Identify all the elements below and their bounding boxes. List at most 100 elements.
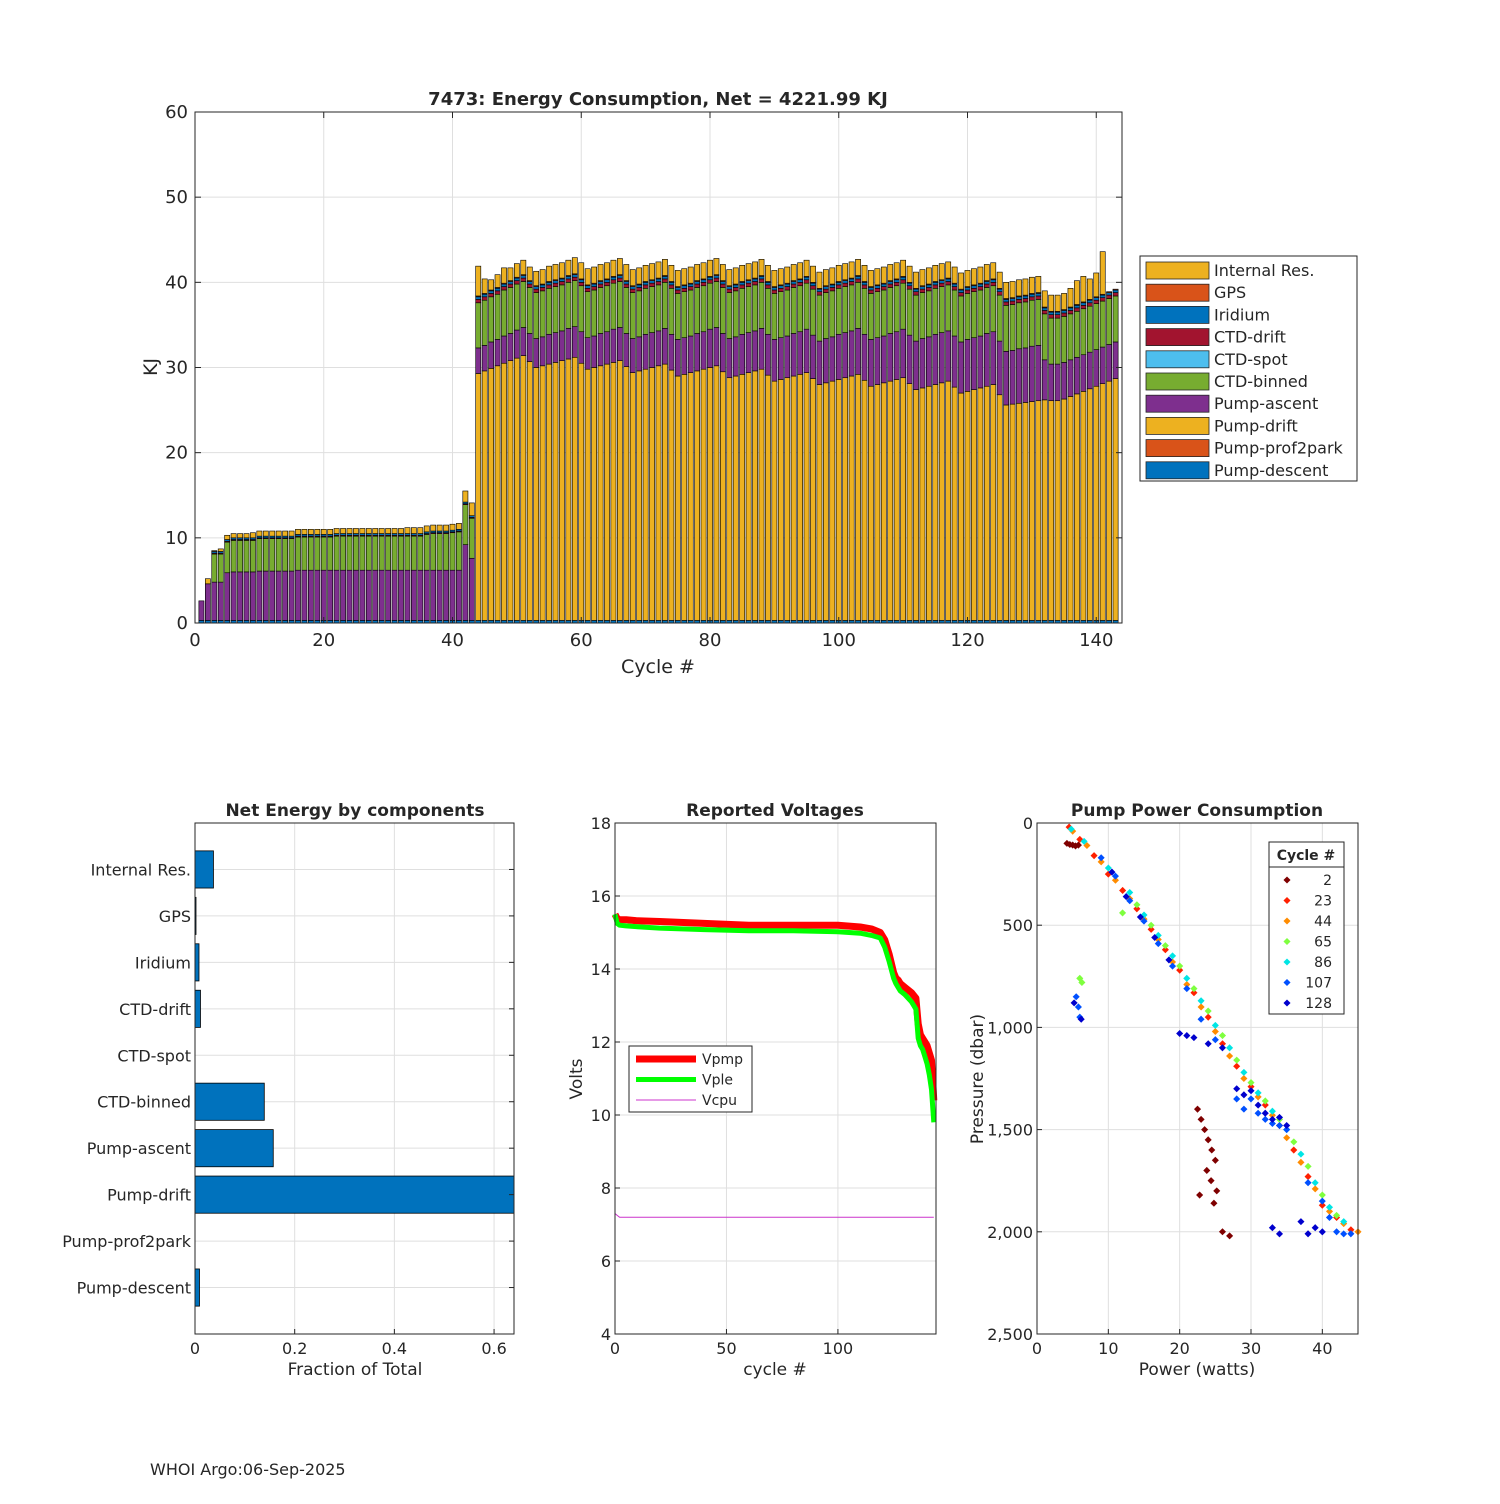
- energy-bar-segment: [513, 357, 520, 621]
- energy-bar-segment: [610, 279, 617, 284]
- energy-bar-segment: [462, 504, 469, 545]
- energy-bar-segment: [861, 264, 868, 282]
- pump-point: [1097, 854, 1105, 862]
- pump-point: [1190, 985, 1198, 993]
- energy-bar-segment: [1035, 345, 1042, 402]
- energy-bar-segment: [642, 284, 649, 289]
- energy-bar-segment: [501, 283, 507, 287]
- energy-bar-segment: [629, 286, 636, 290]
- components-ytick-label: CTD-drift: [119, 1000, 191, 1019]
- energy-bar-segment: [578, 285, 585, 333]
- pump-point: [1311, 1179, 1319, 1187]
- pump-point: [1247, 1079, 1255, 1087]
- energy-bar-segment: [1093, 297, 1100, 301]
- energy-bar-segment: [945, 380, 952, 621]
- pump-legend-label: 86: [1314, 955, 1332, 971]
- pump-legend-label: 65: [1314, 935, 1332, 951]
- energy-bar-segment: [797, 374, 803, 621]
- energy-bar-segment: [1029, 345, 1035, 402]
- voltages-legend-label: Vcpu: [702, 1093, 737, 1109]
- voltages-ytick-label: 6: [601, 1252, 611, 1271]
- energy-bar-segment: [314, 529, 321, 535]
- energy-bar-segment: [282, 538, 288, 572]
- components-ytick-label: Pump-drift: [107, 1186, 191, 1205]
- energy-bar-segment: [958, 295, 964, 343]
- energy-bar-segment: [565, 358, 572, 621]
- components-ytick-label: CTD-spot: [117, 1046, 191, 1065]
- energy-bar-segment: [1035, 299, 1042, 346]
- pump-legend: Cycle # 2 23 44 65 86 107 128: [1268, 841, 1345, 1015]
- energy-bar-segment: [810, 334, 816, 379]
- energy-bar-segment: [790, 375, 797, 621]
- pump-legend-label: 107: [1305, 976, 1332, 992]
- energy-legend-swatch: [1145, 461, 1210, 480]
- energy-bar-segment: [700, 331, 707, 370]
- pump-point: [1211, 1027, 1219, 1036]
- energy-bar-segment: [983, 385, 990, 621]
- energy-bar-segment: [990, 331, 997, 385]
- energy-bar-segment: [237, 533, 243, 539]
- energy-bar-segment: [1080, 276, 1087, 303]
- energy-bar-segment: [655, 278, 662, 282]
- energy-bar-segment: [855, 328, 861, 375]
- components-ytick-label: Pump-prof2park: [62, 1232, 192, 1251]
- energy-bar-segment: [481, 299, 488, 346]
- energy-bar-segment: [951, 286, 958, 291]
- energy-bar-segment: [1086, 351, 1093, 390]
- voltages-ylabel: Volts: [567, 1058, 587, 1099]
- energy-bar-segment: [623, 281, 630, 285]
- energy-bar-segment: [301, 536, 308, 571]
- energy-bar-segment: [771, 287, 778, 291]
- energy-bar-segment: [211, 550, 218, 552]
- energy-bar-segment: [668, 369, 675, 621]
- energy-bar-segment: [539, 287, 546, 292]
- energy-bar-segment: [996, 288, 1003, 293]
- energy-bar-segment: [1106, 294, 1113, 299]
- pump-point: [1268, 1107, 1276, 1115]
- energy-bar-segment: [1054, 363, 1061, 402]
- components-ytick-label: Pump-ascent: [87, 1139, 191, 1158]
- energy-bar-segment: [900, 328, 906, 379]
- energy-bar-segment: [810, 288, 816, 336]
- energy-bar-segment: [546, 287, 552, 335]
- energy-bar-segment: [456, 523, 462, 530]
- energy-bar-segment: [1048, 317, 1055, 365]
- energy-bar-segment: [269, 538, 276, 572]
- energy-xtick-label: 120: [950, 630, 984, 651]
- voltages-ytick-label: 4: [601, 1325, 611, 1344]
- pump-point: [1318, 1201, 1326, 1209]
- energy-bar-segment: [958, 289, 964, 293]
- pump-point: [1347, 1230, 1355, 1238]
- energy-bar-segment: [707, 259, 713, 277]
- pump-point: [1193, 1105, 1202, 1113]
- pump-legend-title: Cycle #: [1277, 848, 1336, 864]
- energy-bar-segment: [951, 386, 958, 621]
- energy-bar-segment: [971, 337, 977, 390]
- energy-bar-segment: [990, 285, 997, 333]
- energy-xlabel: Cycle #: [621, 656, 695, 678]
- energy-bar-segment: [842, 263, 849, 281]
- energy-bar-segment: [269, 570, 276, 621]
- energy-bar-segment: [346, 535, 353, 571]
- energy-bar-segment: [353, 535, 359, 571]
- energy-bar-segment: [481, 345, 488, 372]
- energy-bar-segment: [301, 569, 308, 621]
- energy-bar-segment: [880, 289, 887, 337]
- energy-bar-segment: [913, 294, 919, 342]
- energy-bar-segment: [565, 276, 572, 280]
- energy-bar-segment: [861, 282, 868, 286]
- energy-bar-segment: [700, 285, 707, 333]
- energy-bar-segment: [597, 333, 604, 367]
- energy-bar-segment: [835, 379, 842, 621]
- energy-bar-segment: [874, 291, 881, 338]
- voltages-ytick-label: 12: [591, 1033, 611, 1052]
- energy-bar-segment: [758, 259, 765, 276]
- voltages-line-vple: [612, 913, 937, 1123]
- energy-bar-segment: [726, 338, 733, 379]
- energy-bar-segment: [726, 286, 733, 290]
- energy-bar-segment: [591, 289, 597, 337]
- energy-bar-segment: [1061, 398, 1067, 621]
- energy-bar-segment: [359, 535, 366, 571]
- pump-point: [1204, 1040, 1212, 1048]
- energy-bar-segment: [539, 365, 546, 621]
